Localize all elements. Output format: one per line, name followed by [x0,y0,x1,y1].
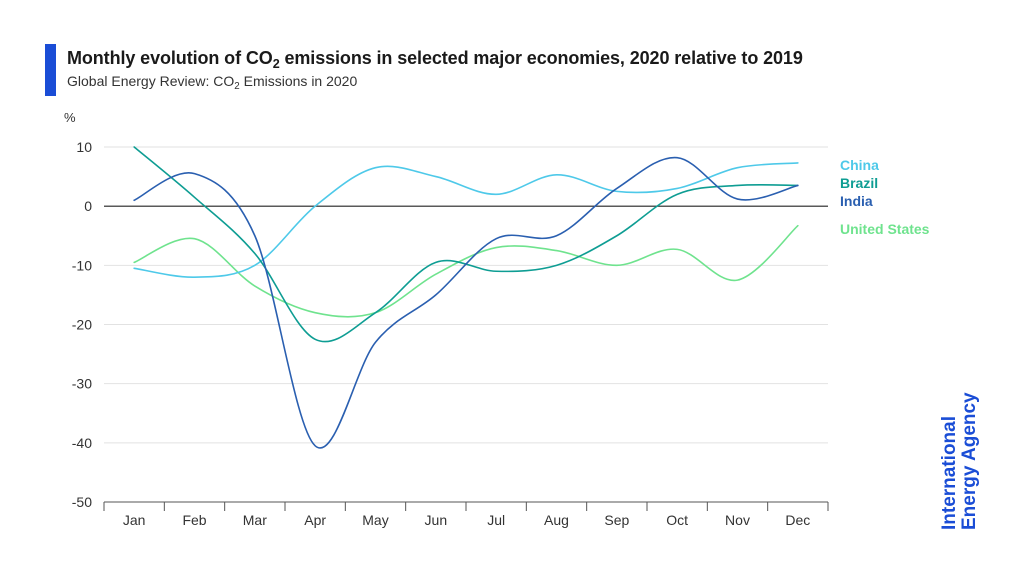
y-tick-label: 0 [84,198,92,214]
y-tick-label: -40 [72,435,92,451]
x-tick-label: Dec [785,512,810,528]
series-line-china [133,162,799,278]
y-tick-label: -50 [72,494,92,510]
series-line-united-states [133,224,799,318]
y-tick-label: -30 [72,376,92,392]
x-tick-label: Oct [666,512,688,528]
y-tick-label: -20 [72,317,92,333]
legend-label-china: China [840,157,879,173]
chart-title: Monthly evolution of CO2 emissions in se… [67,48,803,72]
legend-label-united-states: United States [840,221,930,237]
legend-label-india: India [840,193,873,209]
x-tick-label: Nov [725,512,750,528]
x-tick-label: May [362,512,388,528]
x-tick-label: Jul [487,512,505,528]
x-tick-label: Jun [425,512,448,528]
y-axis-unit-label: % [64,110,76,125]
series-line-brazil [133,146,799,343]
y-tick-label: -10 [72,257,92,273]
x-tick-label: Mar [243,512,267,528]
x-tick-label: Aug [544,512,569,528]
series-line-india [133,156,799,449]
x-tick-label: Apr [304,512,326,528]
legend-label-brazil: Brazil [840,175,878,191]
y-tick-label: 10 [76,139,92,155]
chart-subtitle: Global Energy Review: CO2 Emissions in 2… [67,73,358,93]
x-tick-label: Feb [182,512,206,528]
x-tick-label: Jan [123,512,146,528]
x-tick-label: Sep [604,512,629,528]
iea-logo: International Energy Agency [939,392,980,530]
accent-bar [45,44,56,96]
logo-line-2: Energy Agency [959,392,980,530]
logo-line-1: International [939,415,960,530]
